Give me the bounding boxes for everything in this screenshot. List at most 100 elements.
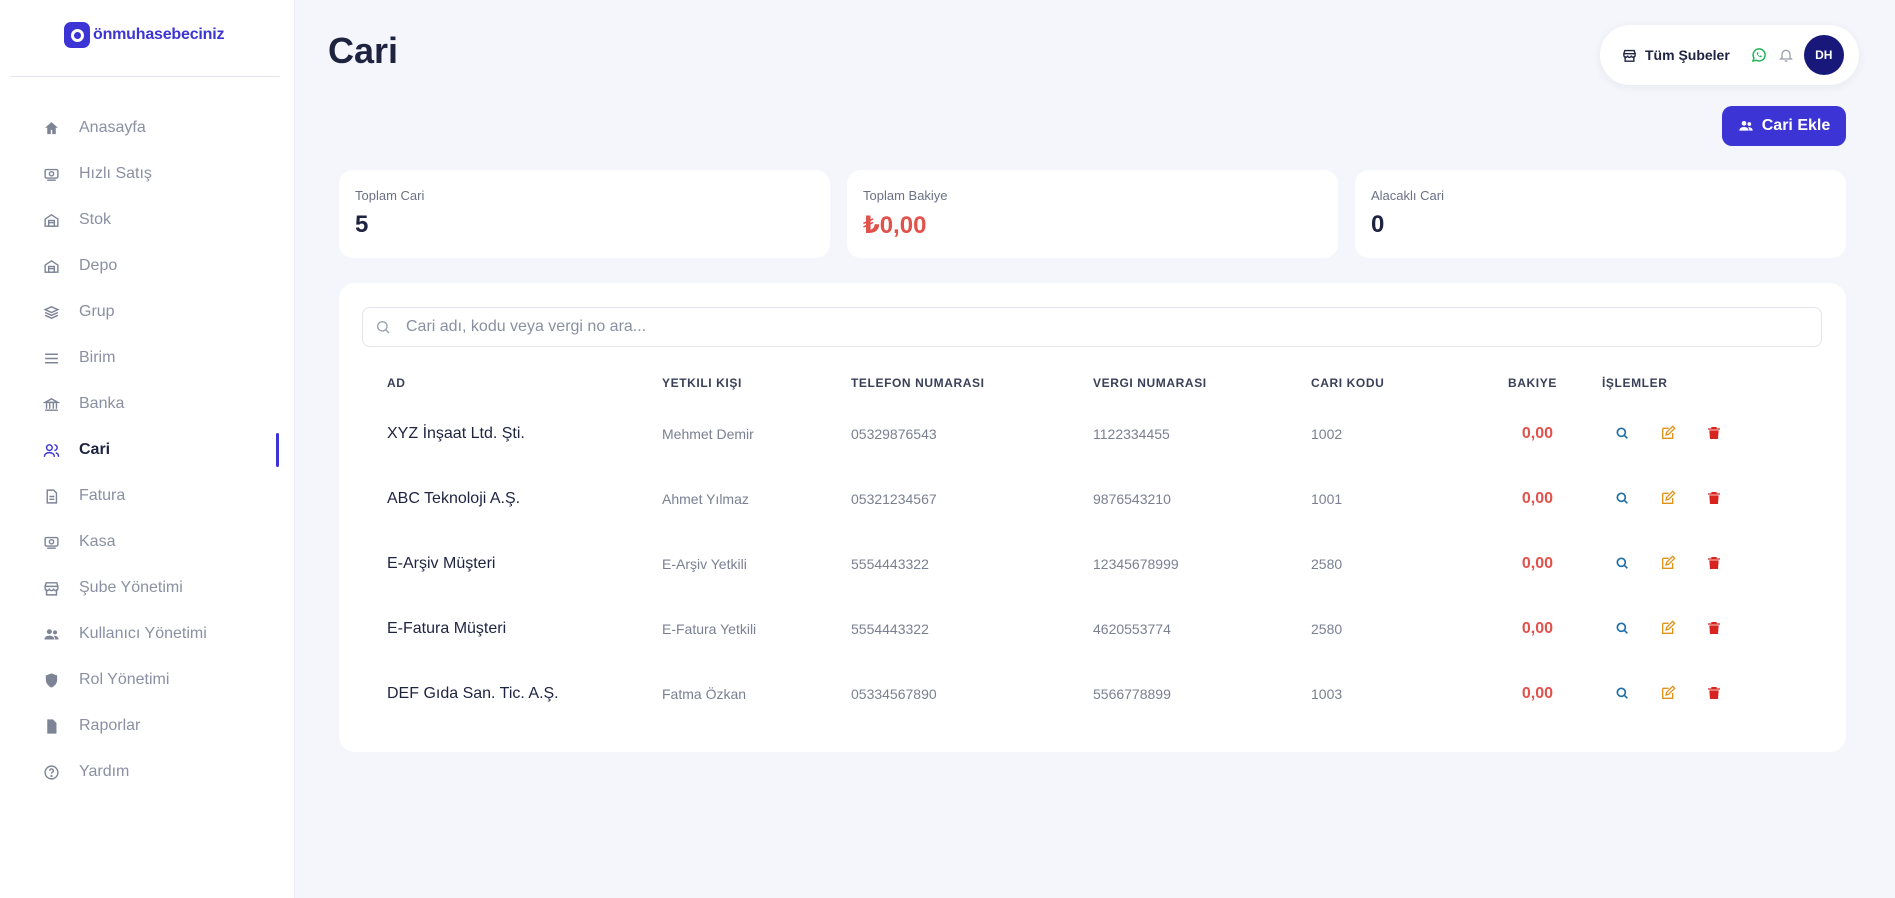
sidebar-item-banka[interactable]: Banka [0,381,294,427]
home-icon [42,119,60,137]
cell-telefon: 05334567890 [851,685,937,702]
edit-icon[interactable] [1658,683,1678,703]
table-row[interactable]: ABC Teknoloji A.Ş. Ahmet Yılmaz 0532123456… [339,466,1846,531]
sidebar-item-rol-yönetimi[interactable]: Rol Yönetimi [0,657,294,703]
sidebar-item-raporlar[interactable]: Raporlar [0,703,294,749]
sidebar-item-label: Fatura [79,487,126,504]
column-header-vergi: VERGI NUMARASI [1093,376,1207,390]
delete-icon[interactable] [1704,423,1724,443]
sidebar-item-label: Hızlı Satış [79,165,152,182]
column-header-yetkili: YETKILI KIŞI [662,376,742,390]
whatsapp-icon[interactable] [1750,46,1768,64]
table-row[interactable]: E-Arşiv Müşteri E-Arşiv Yetkili 5554443322… [339,531,1846,596]
edit-icon[interactable] [1658,618,1678,638]
cell-yetkili: E-Fatura Yetkili [662,620,757,637]
add-cari-button[interactable]: Cari Ekle [1722,106,1846,146]
cell-vergi: 9876543210 [1093,490,1171,507]
stat-value: 5 [355,211,369,238]
search-input[interactable] [404,317,1808,337]
cell-cari-kodu: 2580 [1311,555,1343,572]
view-icon[interactable] [1612,488,1632,508]
sidebar-item-stok[interactable]: Stok [0,197,294,243]
sidebar-item-kullanıcı-yönetimi[interactable]: Kullanıcı Yönetimi [0,611,294,657]
sidebar-item-hızlı-satış[interactable]: Hızlı Satış [0,151,294,197]
sidebar-item-kasa[interactable]: Kasa [0,519,294,565]
stat-value: ₺0,00 [863,212,927,239]
branch-label: Tüm Şubeler [1645,47,1730,63]
sidebar-item-anasayfa[interactable]: Anasayfa [0,105,294,151]
edit-icon[interactable] [1658,488,1678,508]
stat-card-total-cari: Toplam Cari 5 [339,170,830,258]
sidebar: önmuhasebeciniz Anasayfa Hızlı Satış Stok D… [0,0,295,898]
delete-icon[interactable] [1704,618,1724,638]
store-icon [1623,49,1636,62]
user-avatar[interactable]: DH [1803,35,1844,75]
sidebar-item-yardım[interactable]: Yardım [0,749,294,795]
layers-icon [42,303,60,321]
sidebar-item-grup[interactable]: Grup [0,289,294,335]
stat-value: 0 [1371,211,1385,238]
quick-sale-icon [42,165,60,183]
sidebar-nav: Anasayfa Hızlı Satış Stok Depo Grup Birim Bank… [0,105,294,795]
sidebar-item-label: Kullanıcı Yönetimi [79,625,207,642]
table-row[interactable]: XYZ İnşaat Ltd. Şti. Mehmet Demir 05329876… [339,401,1846,466]
page-title: Cari [328,30,399,71]
sidebar-item-label: Rol Yönetimi [79,671,170,688]
brand-logo[interactable]: önmuhasebeciniz [64,20,224,50]
edit-icon[interactable] [1658,553,1678,573]
store-icon [42,579,60,597]
cell-vergi: 5566778899 [1093,685,1171,702]
column-header-cari-kodu: CARI KODU [1311,376,1385,390]
search-box [362,307,1822,347]
cell-ad: XYZ İnşaat Ltd. Şti. [387,424,525,442]
cell-bakiye: 0,00 [1521,684,1553,702]
sidebar-item-birim[interactable]: Birim [0,335,294,381]
cell-cari-kodu: 2580 [1311,620,1343,637]
cell-bakiye: 0,00 [1521,554,1553,572]
users-icon [42,441,60,459]
branch-selector[interactable]: Tüm Şubeler [1622,47,1730,63]
cell-telefon: 5554443322 [851,620,929,637]
view-icon[interactable] [1612,618,1632,638]
sidebar-item-label: Grup [79,303,115,320]
delete-icon[interactable] [1704,553,1724,573]
cell-telefon: 5554443322 [851,555,929,572]
sidebar-item-label: Kasa [79,533,116,550]
cell-vergi: 1122334455 [1093,425,1170,442]
column-header-islemler: İŞLEMLER [1602,376,1668,390]
sidebar-item-cari[interactable]: Cari [0,427,294,473]
notification-bell-icon[interactable] [1778,47,1794,63]
sidebar-item-şube-yönetimi[interactable]: Şube Yönetimi [0,565,294,611]
sidebar-item-label: Stok [79,211,112,228]
view-icon[interactable] [1612,423,1632,443]
cell-vergi: 12345678999 [1093,555,1179,572]
delete-icon[interactable] [1704,488,1724,508]
cell-ad: E-Fatura Müşteri [387,619,507,637]
stat-label: Toplam Bakiye [863,188,948,203]
delete-icon[interactable] [1704,683,1724,703]
brand-name: önmuhasebeciniz [93,26,225,43]
search-icon [377,321,390,334]
cell-cari-kodu: 1001 [1311,490,1343,507]
logo-mark-icon [64,22,90,48]
column-header-telefon: TELEFON NUMARASI [851,376,985,390]
stat-label: Toplam Cari [355,188,425,203]
bank-icon [42,395,60,413]
sidebar-item-label: Raporlar [79,717,141,734]
stat-card-creditor-cari: Alacaklı Cari 0 [1355,170,1846,258]
view-icon[interactable] [1612,553,1632,573]
sidebar-item-depo[interactable]: Depo [0,243,294,289]
cell-vergi: 4620553774 [1093,620,1171,637]
menu-lines-icon [42,349,60,367]
cell-cari-kodu: 1002 [1311,425,1343,442]
table-row[interactable]: E-Fatura Müşteri E-Fatura Yetkili 55544433… [339,596,1846,661]
shield-icon [42,671,60,689]
sidebar-item-label: Şube Yönetimi [79,579,183,596]
table-row[interactable]: DEF Gıda San. Tic. A.Ş. Fatma Özkan 053345… [339,661,1846,726]
view-icon[interactable] [1612,683,1632,703]
help-icon [42,763,60,781]
sidebar-divider [10,76,280,77]
edit-icon[interactable] [1658,423,1678,443]
column-header-bakiye: BAKIYE [1508,376,1557,390]
sidebar-item-fatura[interactable]: Fatura [0,473,294,519]
